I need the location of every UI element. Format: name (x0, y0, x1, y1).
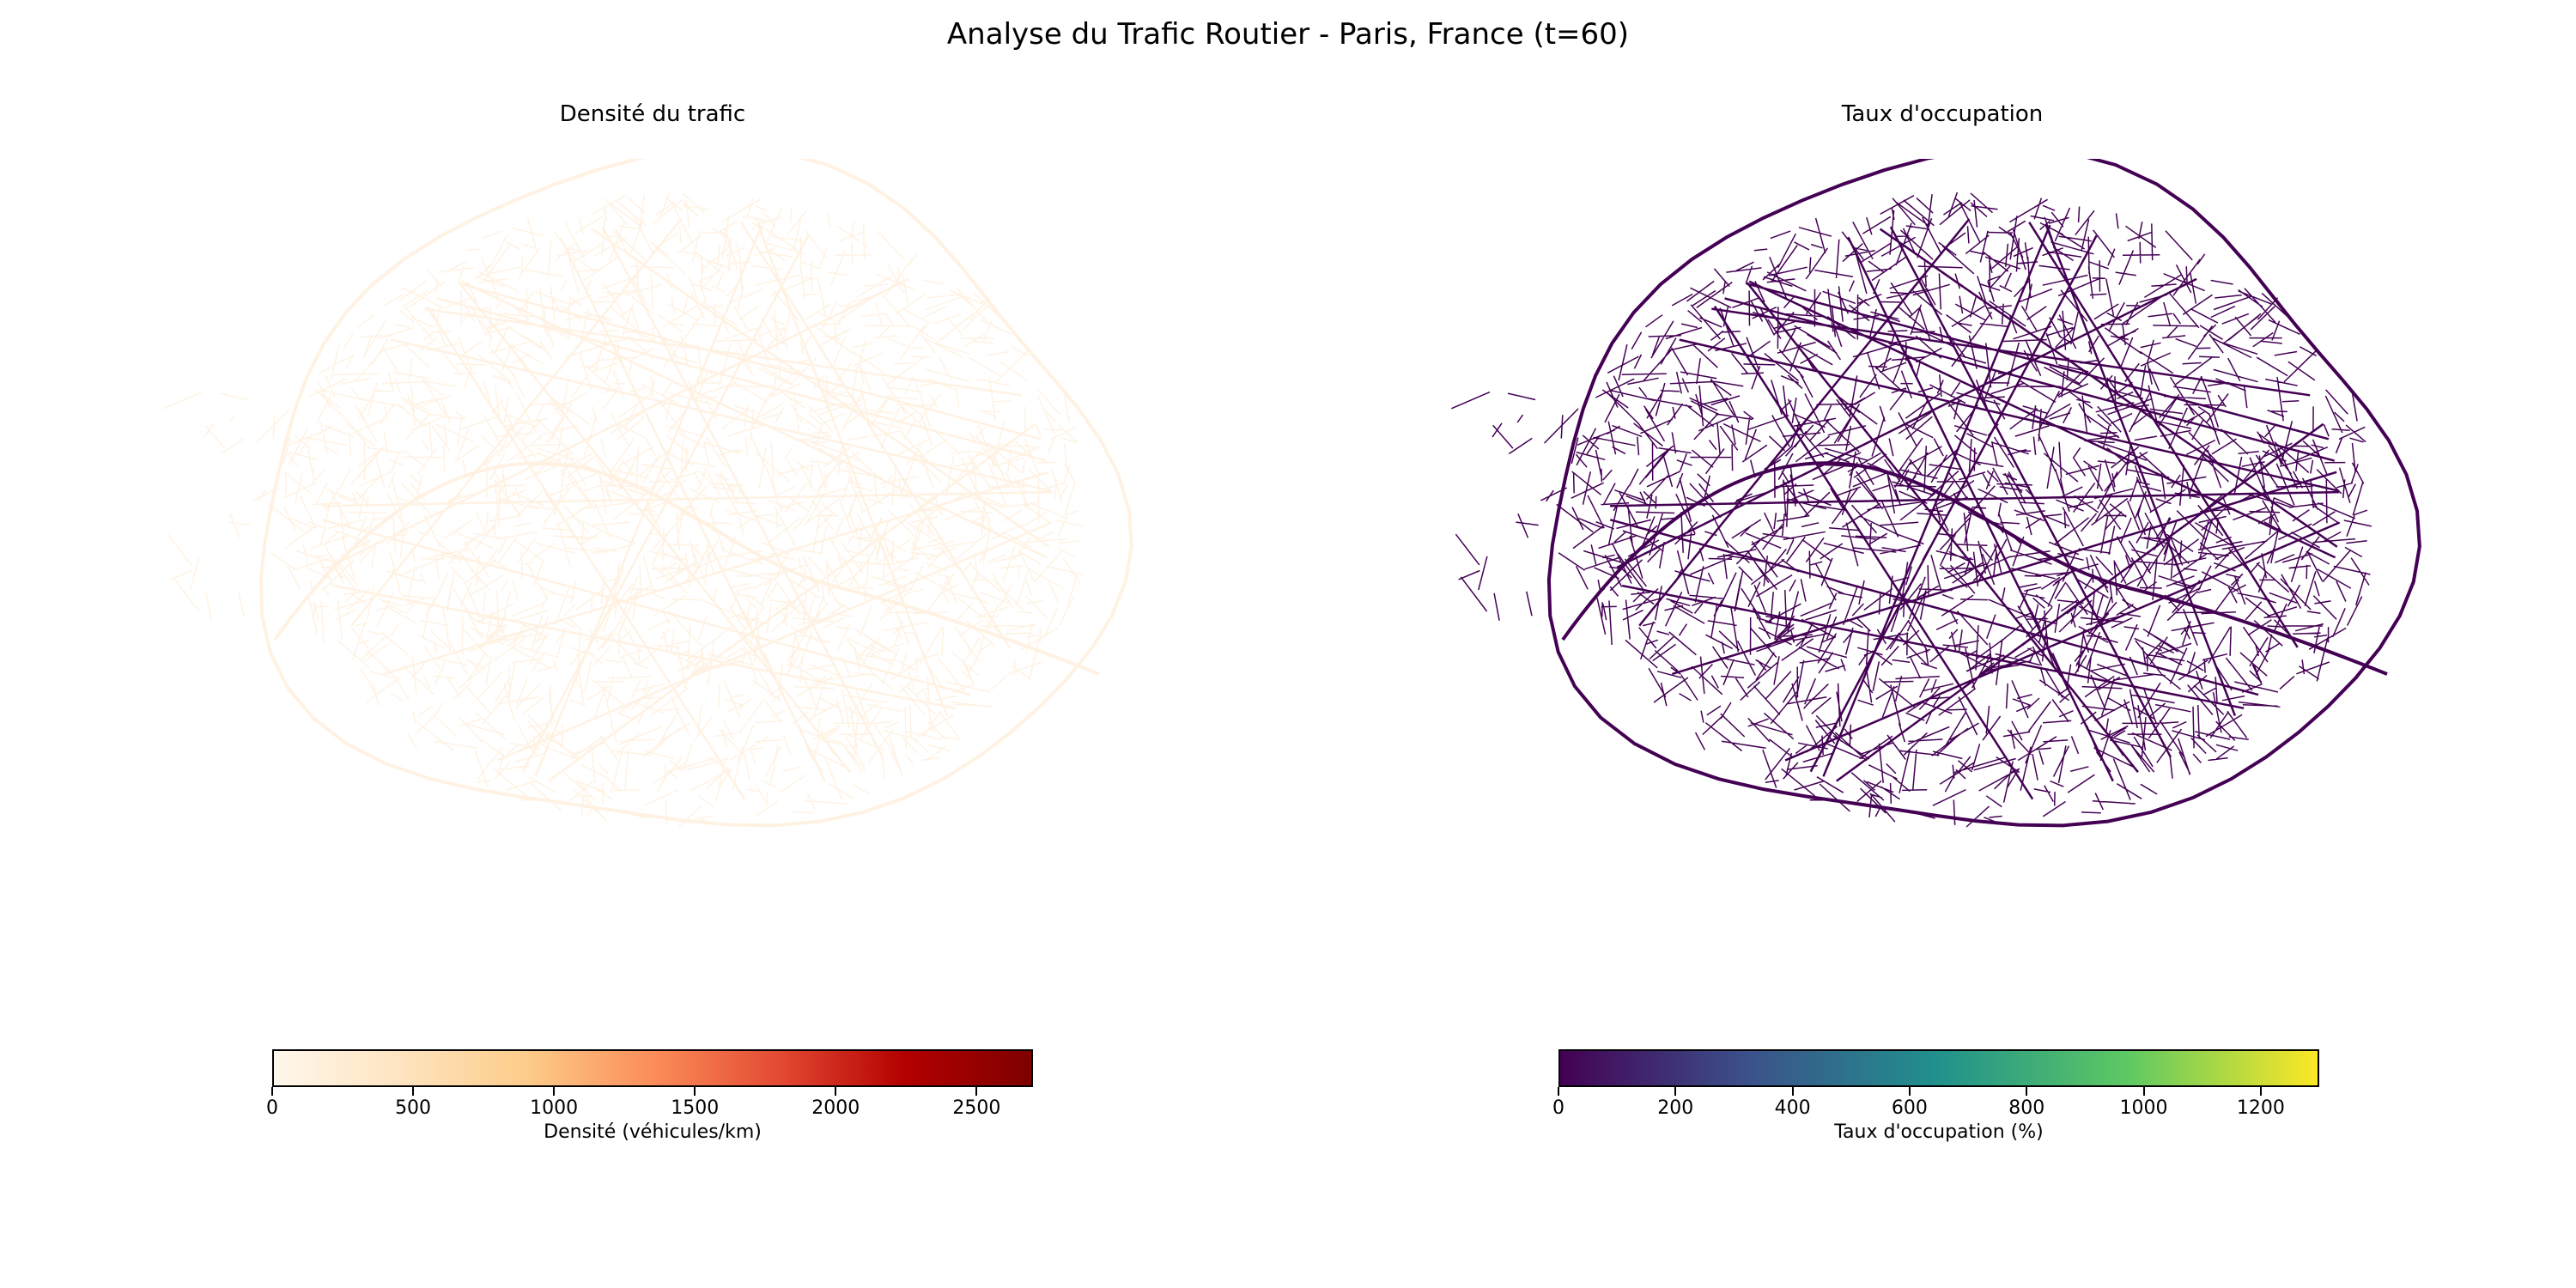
density-tick-label: 1000 (530, 1097, 579, 1119)
density-colorbar-ticks: 0 500 1000 1500 2000 2500 (266, 1087, 1033, 1121)
density-seine-embankment (273, 461, 1100, 676)
occupancy-tick-mark (2026, 1087, 2028, 1096)
occupancy-tick-label: 0 (1552, 1097, 1564, 1119)
occupancy-tick-label: 600 (1891, 1097, 1928, 1119)
occupancy-peripheral-ring-road (1546, 159, 2421, 828)
occupancy-road-network-map (1451, 159, 2421, 828)
occupancy-tick-mark (1558, 1087, 1559, 1096)
occupancy-street-grid (1451, 159, 2421, 828)
occupancy-tick-label: 1000 (2119, 1097, 2168, 1119)
occupancy-panel-title: Taux d'occupation (1841, 101, 2044, 127)
occupancy-colorbar-ticks: 0 200 400 600 800 1000 1200 (1552, 1087, 2319, 1121)
density-colorbar-label: Densité (véhicules/km) (544, 1121, 762, 1143)
density-peripheral-ring-road (258, 159, 1133, 828)
occupancy-streets (1571, 191, 2372, 828)
density-colorbar (272, 1049, 1033, 1087)
occupancy-tick-label: 1200 (2236, 1097, 2285, 1119)
density-tick-mark (553, 1087, 556, 1096)
occupancy-colorbar-label: Taux d'occupation (%) (1834, 1121, 2044, 1143)
density-tick-mark (694, 1087, 696, 1096)
occupancy-tick-mark (2259, 1087, 2262, 1096)
density-boulevards (321, 218, 1053, 800)
density-tick-mark (271, 1087, 273, 1096)
density-panel-title: Densité du trafic (559, 101, 746, 127)
density-road-network-map (163, 159, 1133, 828)
occupancy-tick-label: 400 (1774, 1097, 1811, 1119)
occupancy-tick-mark (1908, 1087, 1911, 1096)
occupancy-tick-mark (2142, 1087, 2145, 1096)
density-tick-mark (835, 1087, 837, 1096)
occupancy-seine-embankment (1561, 461, 2388, 676)
density-tick-mark (412, 1087, 415, 1096)
density-tick-label: 0 (266, 1097, 278, 1119)
density-tick-mark (975, 1087, 978, 1096)
density-tick-label: 2000 (811, 1097, 860, 1119)
density-streets (283, 191, 1084, 828)
occupancy-tick-label: 200 (1657, 1097, 1694, 1119)
density-tick-label: 2500 (952, 1097, 1001, 1119)
occupancy-tick-mark (1791, 1087, 1794, 1096)
occupancy-colorbar (1558, 1049, 2319, 1087)
density-tick-label: 500 (395, 1097, 432, 1119)
occupancy-boulevards (1609, 218, 2341, 800)
occupancy-tick-label: 800 (2008, 1097, 2045, 1119)
occupancy-tick-mark (1674, 1087, 1677, 1096)
occupancy-western-park-roads (1451, 391, 1643, 621)
density-western-park-roads (163, 391, 355, 621)
density-street-grid (163, 159, 1133, 828)
density-tick-label: 1500 (671, 1097, 720, 1119)
figure-title: Analyse du Trafic Routier - Paris, Franc… (946, 17, 1630, 52)
